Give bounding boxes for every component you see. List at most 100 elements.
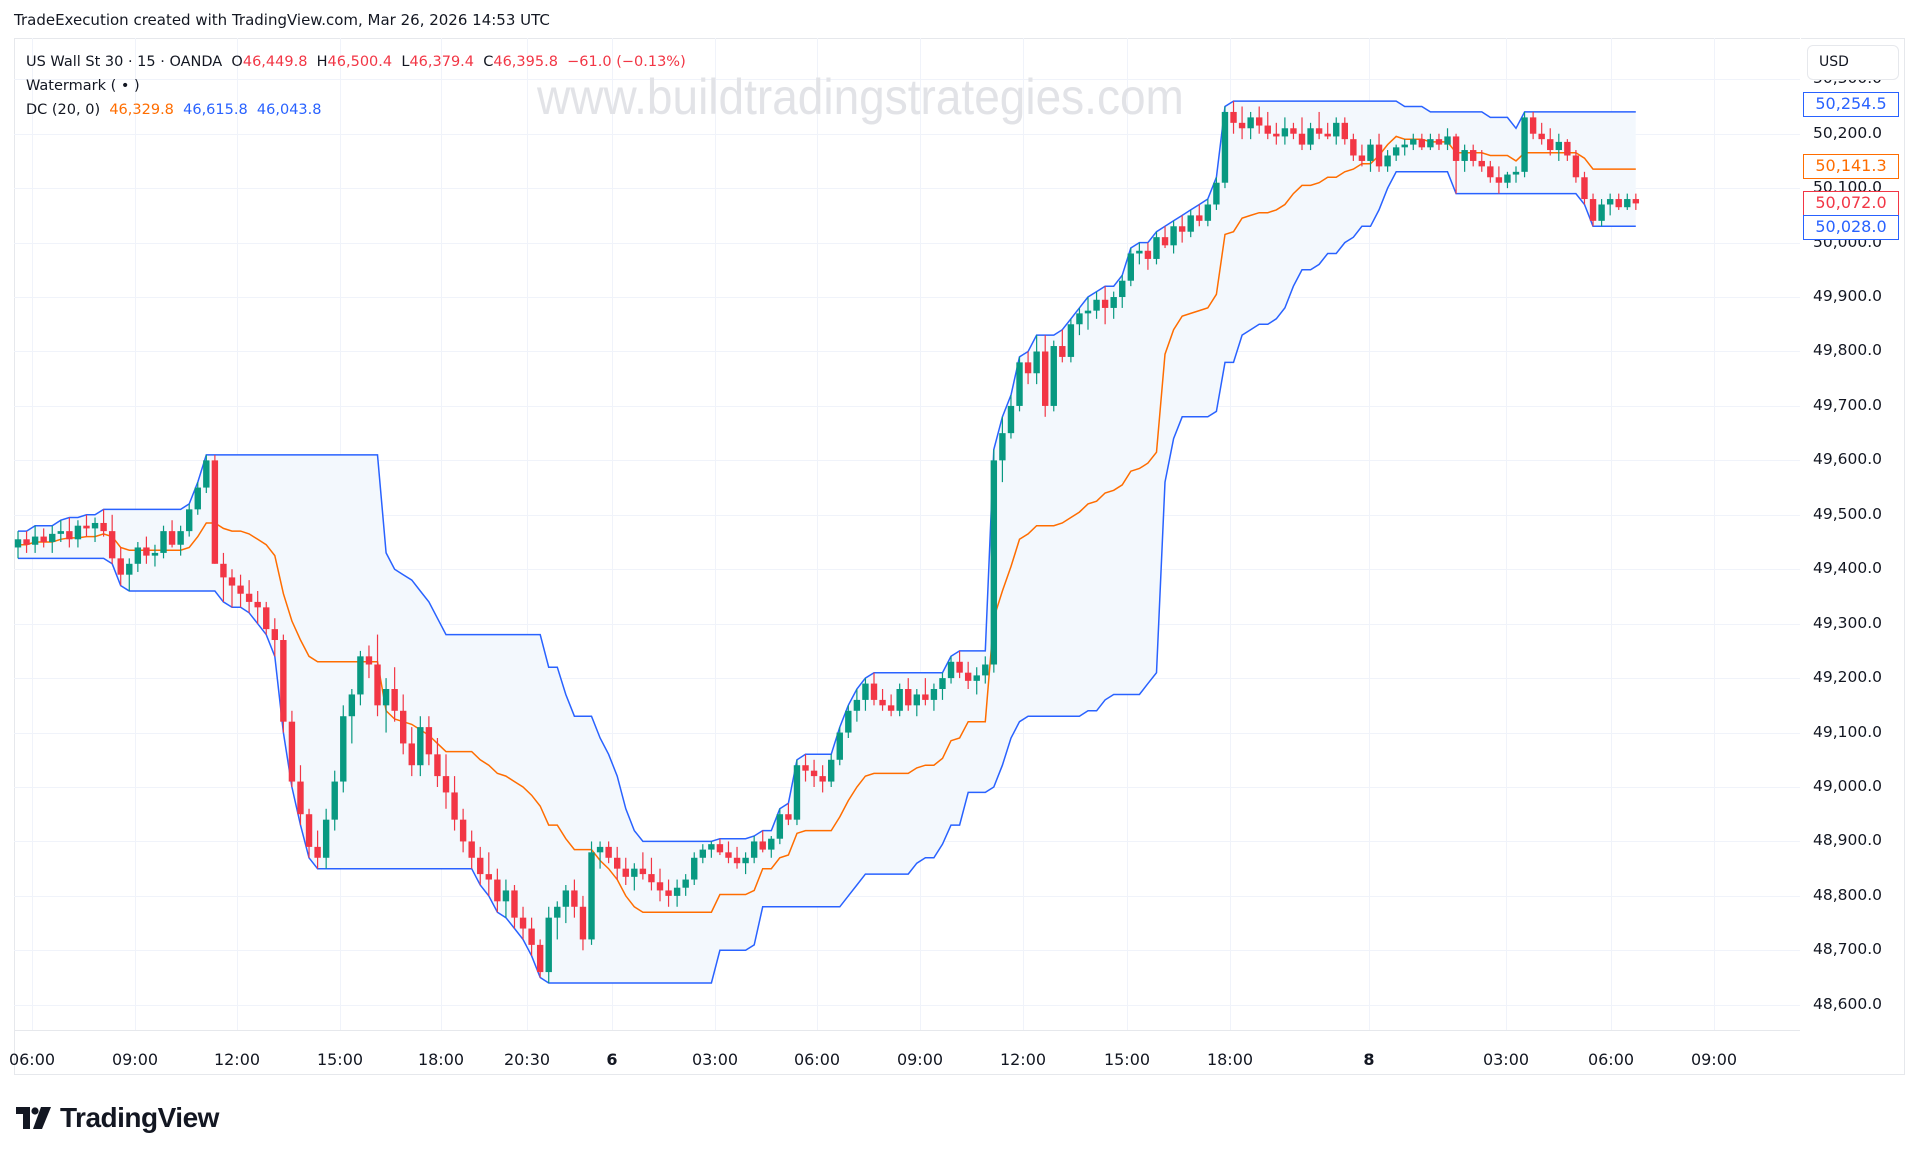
candle[interactable] xyxy=(1307,122,1314,151)
legend-watermark-indicator[interactable]: Watermark ( • ) xyxy=(26,78,140,94)
candle[interactable] xyxy=(1187,209,1194,238)
candle[interactable] xyxy=(331,770,338,831)
candle[interactable] xyxy=(776,808,784,845)
candle[interactable] xyxy=(57,520,64,543)
price-axis[interactable]: 50,300.050,200.050,100.050,000.049,900.0… xyxy=(1800,38,1906,1030)
candle[interactable] xyxy=(1281,117,1289,145)
candle[interactable] xyxy=(1624,193,1631,210)
candle[interactable] xyxy=(1504,171,1511,189)
candle[interactable] xyxy=(665,879,672,907)
candle[interactable] xyxy=(964,661,972,690)
candle[interactable] xyxy=(348,689,356,744)
candle[interactable] xyxy=(853,689,861,722)
candle[interactable] xyxy=(1589,193,1597,227)
candle[interactable] xyxy=(1495,166,1503,194)
candle[interactable] xyxy=(708,841,715,858)
candle[interactable] xyxy=(1127,248,1134,287)
candle[interactable] xyxy=(1196,204,1203,227)
candle[interactable] xyxy=(879,689,886,711)
time-axis[interactable] xyxy=(14,1030,1800,1076)
candle[interactable] xyxy=(1555,133,1562,161)
candle[interactable] xyxy=(545,906,552,983)
candle[interactable] xyxy=(579,895,587,951)
candle[interactable] xyxy=(596,841,604,869)
candle[interactable] xyxy=(49,525,56,553)
candle[interactable] xyxy=(459,808,467,853)
candle[interactable] xyxy=(511,884,518,929)
candle[interactable] xyxy=(656,868,664,902)
candle[interactable] xyxy=(922,678,929,706)
candle[interactable] xyxy=(1247,111,1254,140)
candle[interactable] xyxy=(365,645,373,679)
candle[interactable] xyxy=(1512,166,1520,183)
candle[interactable] xyxy=(1076,307,1083,336)
candle[interactable] xyxy=(417,716,424,777)
candle[interactable] xyxy=(1452,133,1460,194)
candle[interactable] xyxy=(1410,133,1417,151)
legend-dc-row[interactable]: DC (20, 0) 46,329.8 46,615.8 46,043.8 xyxy=(26,98,686,122)
candle[interactable] xyxy=(485,852,492,896)
dc-basis-line[interactable] xyxy=(18,135,1636,913)
candle[interactable] xyxy=(982,656,989,684)
candle[interactable] xyxy=(648,857,655,891)
candle[interactable] xyxy=(1470,144,1477,167)
candle[interactable] xyxy=(793,759,801,826)
candle[interactable] xyxy=(1435,133,1443,151)
candle[interactable] xyxy=(905,678,912,711)
candle[interactable] xyxy=(1256,106,1263,134)
candle[interactable] xyxy=(1324,122,1331,140)
candle[interactable] xyxy=(1101,286,1109,325)
candle[interactable] xyxy=(1273,122,1280,145)
candle[interactable] xyxy=(1572,150,1580,183)
candle[interactable] xyxy=(562,884,570,924)
candle[interactable] xyxy=(23,531,30,553)
candle[interactable] xyxy=(1050,340,1057,412)
candle[interactable] xyxy=(160,525,167,559)
candle[interactable] xyxy=(1418,133,1426,151)
candle[interactable] xyxy=(1615,193,1622,210)
candle[interactable] xyxy=(699,844,706,864)
candle[interactable] xyxy=(126,558,133,592)
candle[interactable] xyxy=(117,547,124,586)
candle[interactable] xyxy=(1521,111,1528,178)
candle[interactable] xyxy=(1213,177,1220,210)
candle[interactable] xyxy=(1119,275,1126,308)
candlestick-chart[interactable] xyxy=(14,38,1800,1030)
candle[interactable] xyxy=(203,454,210,494)
currency-button[interactable]: USD xyxy=(1807,45,1899,80)
candle[interactable] xyxy=(733,846,741,869)
candle[interactable] xyxy=(1598,199,1605,227)
candle[interactable] xyxy=(177,525,184,556)
candle[interactable] xyxy=(31,525,39,553)
candle[interactable] xyxy=(999,416,1006,483)
candle[interactable] xyxy=(1384,150,1391,172)
candle[interactable] xyxy=(1136,242,1143,265)
candle[interactable] xyxy=(382,678,390,733)
candle[interactable] xyxy=(1221,106,1229,189)
candle[interactable] xyxy=(1427,133,1434,151)
candle[interactable] xyxy=(400,694,407,755)
candle[interactable] xyxy=(220,552,227,602)
candle[interactable] xyxy=(614,846,621,880)
candle[interactable] xyxy=(186,503,193,537)
candle[interactable] xyxy=(357,650,364,706)
candle[interactable] xyxy=(1016,356,1023,412)
candle[interactable] xyxy=(1042,335,1049,417)
candle[interactable] xyxy=(990,449,998,673)
candle[interactable] xyxy=(828,754,835,787)
candle[interactable] xyxy=(1178,215,1186,243)
candle[interactable] xyxy=(211,454,219,564)
candle[interactable] xyxy=(810,759,818,787)
candle[interactable] xyxy=(571,879,578,918)
candle[interactable] xyxy=(1461,144,1468,172)
candle[interactable] xyxy=(1144,242,1152,270)
candle[interactable] xyxy=(468,830,475,869)
candle[interactable] xyxy=(622,857,629,885)
candle[interactable] xyxy=(725,841,732,864)
candle[interactable] xyxy=(785,803,792,826)
candle[interactable] xyxy=(391,667,398,722)
candle[interactable] xyxy=(870,672,878,706)
candle[interactable] xyxy=(631,863,638,891)
candle[interactable] xyxy=(314,830,321,869)
candle[interactable] xyxy=(1024,351,1032,385)
